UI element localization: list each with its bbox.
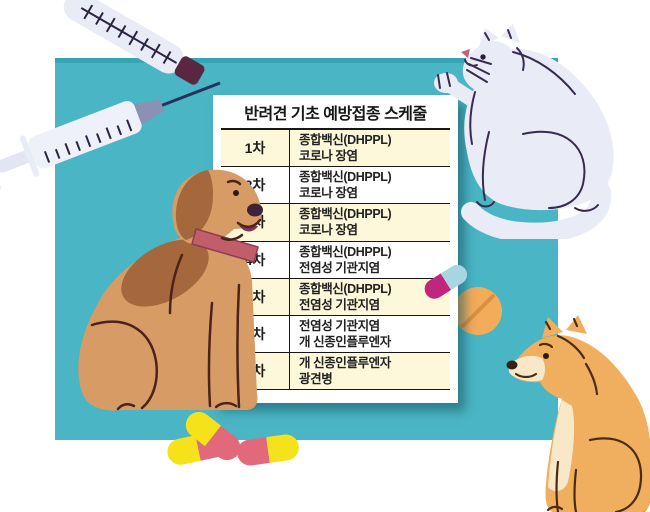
stage-cell: 1차 [221, 130, 290, 167]
vaccination-table: 1차 종합백신(DHPPL) 코로나 장염 2차 종합백신(DHPPL) 코로나… [221, 128, 450, 391]
table-row: 5차 종합백신(DHPPL) 전염성 기관지염 [221, 278, 450, 316]
vaccine-cell: 개 신종인플루엔자 광견병 [290, 353, 450, 389]
stage-cell: 4차 [221, 241, 290, 278]
vaccine-line: 전염성 기관지염 [299, 260, 380, 275]
vaccine-line: 종합백신(DHPPL) [299, 207, 392, 222]
vaccine-line: 코로나 장염 [299, 186, 358, 201]
vaccine-line: 전염성 기관지염 [299, 319, 380, 334]
vaccine-cell: 종합백신(DHPPL) 코로나 장염 [290, 130, 450, 166]
vaccine-cell: 전염성 기관지염 개 신종인플루엔자 [290, 316, 450, 352]
vaccine-line: 광견병 [299, 372, 333, 387]
stage-cell: 3차 [221, 204, 290, 241]
vaccine-line: 개 신종인플루엔자 [299, 356, 391, 371]
vaccine-line: 종합백신(DHPPL) [299, 170, 392, 185]
table-row: 2차 종합백신(DHPPL) 코로나 장염 [221, 167, 450, 205]
vaccine-line: 종합백신(DHPPL) [299, 133, 392, 148]
vaccine-cell: 종합백신(DHPPL) 전염성 기관지염 [290, 279, 450, 315]
vaccine-line: 전염성 기관지염 [299, 297, 380, 312]
table-row: 4차 종합백신(DHPPL) 전염성 기관지염 [221, 241, 450, 279]
table-title: 반려견 기초 예방접종 스케줄 [244, 105, 427, 123]
vaccination-schedule-card: 반려견 기초 예방접종 스케줄 1차 종합백신(DHPPL) 코로나 장염 2차… [213, 95, 458, 403]
vaccine-cell: 종합백신(DHPPL) 코로나 장염 [290, 167, 450, 203]
vaccine-line: 코로나 장염 [299, 149, 358, 164]
vaccine-cell: 종합백신(DHPPL) 전염성 기관지염 [290, 242, 450, 278]
vaccine-line: 종합백신(DHPPL) [299, 281, 392, 296]
vaccine-line: 개 신종인플루엔자 [299, 335, 391, 350]
vaccine-line: 코로나 장염 [299, 223, 358, 238]
table-row: 3차 종합백신(DHPPL) 코로나 장염 [221, 204, 450, 242]
stage-cell: 6차 [221, 315, 290, 353]
table-row: 1차 종합백신(DHPPL) 코로나 장염 [221, 130, 450, 168]
stage-cell: 7차 [221, 353, 290, 390]
stage-cell: 5차 [221, 278, 290, 315]
vaccine-cell: 종합백신(DHPPL) 코로나 장염 [290, 204, 450, 240]
table-row: 7차 개 신종인플루엔자 광견병 [221, 353, 450, 391]
vaccine-line: 종합백신(DHPPL) [299, 244, 392, 259]
table-row: 6차 전염성 기관지염 개 신종인플루엔자 [221, 315, 450, 354]
stage-cell: 2차 [221, 167, 290, 204]
